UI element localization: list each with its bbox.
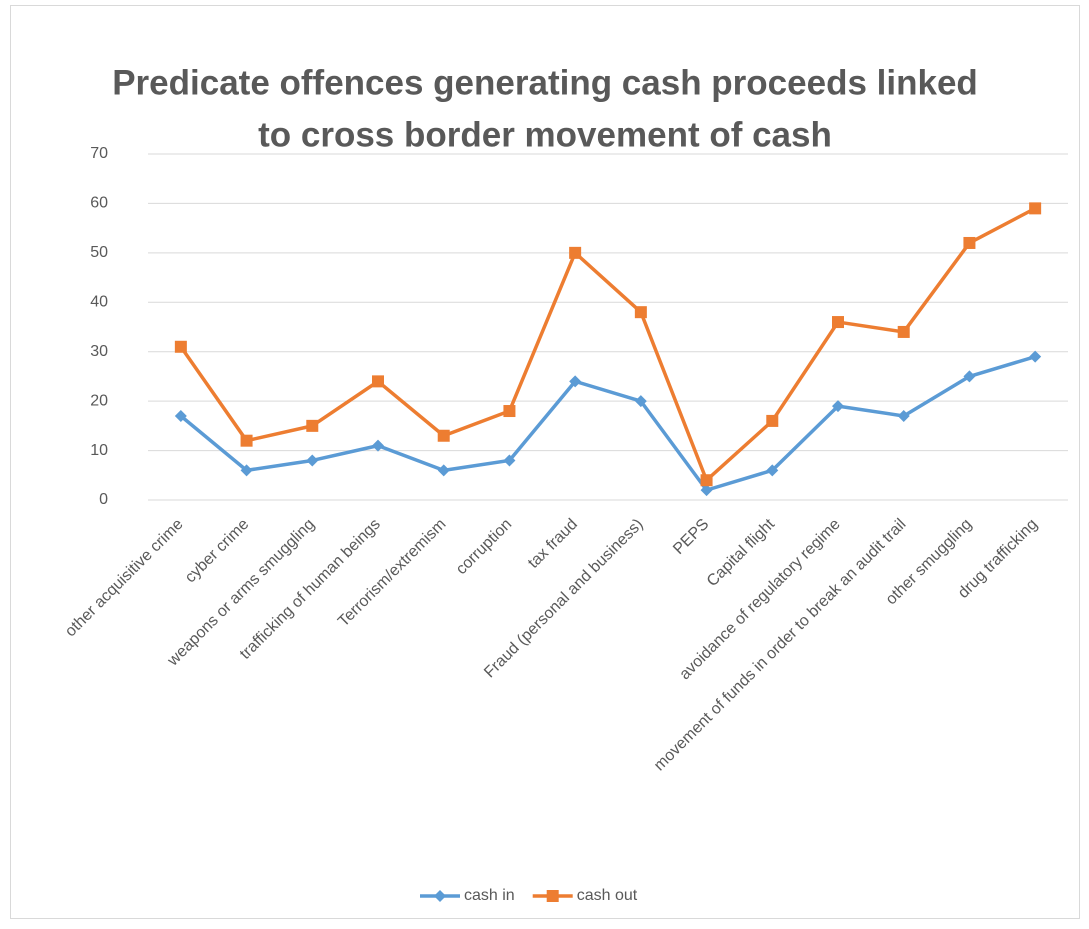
marker [546, 890, 559, 902]
legend-label: cash out [577, 887, 638, 904]
marker [766, 464, 779, 477]
marker [897, 409, 910, 422]
marker [174, 340, 187, 353]
marker [240, 464, 253, 477]
marker [240, 434, 253, 447]
marker [174, 409, 187, 422]
marker [897, 325, 910, 338]
marker [1029, 202, 1042, 215]
marker [569, 246, 582, 259]
y-tick-label: 20 [90, 392, 108, 409]
y-tick-label: 40 [90, 294, 108, 311]
y-tick-label: 50 [90, 244, 108, 261]
marker [963, 370, 976, 383]
y-tick-label: 0 [99, 491, 108, 508]
y-tick-label: 10 [90, 442, 108, 459]
marker [700, 484, 713, 497]
y-tick-label: 60 [90, 195, 108, 212]
chart-title: to cross border movement of cash [258, 115, 832, 154]
marker [306, 419, 319, 432]
marker [700, 474, 713, 487]
marker [832, 316, 844, 329]
marker [634, 306, 647, 319]
marker [634, 395, 647, 408]
marker [963, 236, 976, 249]
marker [372, 439, 384, 452]
legend-label: cash in [464, 887, 515, 904]
marker [434, 890, 446, 902]
marker [306, 454, 319, 467]
chart-title: Predicate offences generating cash proce… [112, 63, 978, 102]
y-tick-label: 30 [90, 343, 108, 360]
marker [437, 464, 450, 477]
marker [503, 405, 516, 418]
marker [832, 400, 844, 413]
marker [569, 375, 582, 388]
y-tick-label: 70 [90, 145, 108, 162]
marker [372, 375, 384, 388]
marker [766, 414, 779, 427]
marker [503, 454, 516, 467]
chart-border [10, 5, 1080, 919]
series-line [179, 354, 1036, 492]
marker [1029, 350, 1042, 363]
marker [437, 429, 450, 442]
series-line [179, 206, 1036, 482]
